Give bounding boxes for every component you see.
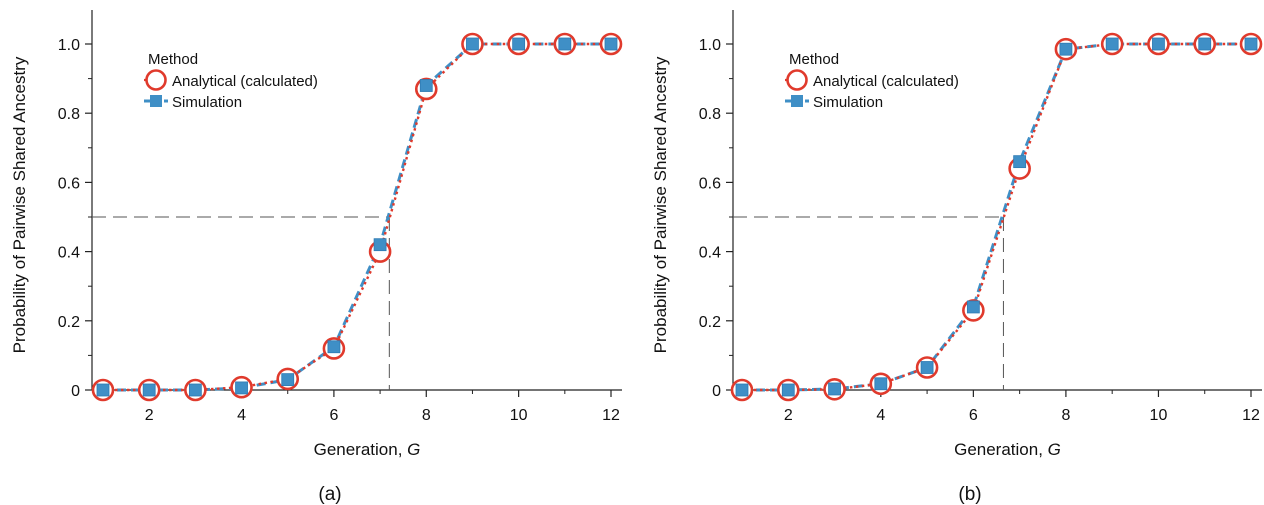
panel-label: (a) bbox=[318, 484, 341, 505]
legend-title: Method bbox=[148, 51, 198, 68]
data-point-simulation bbox=[327, 340, 341, 354]
x-tick-label: 12 bbox=[1242, 407, 1260, 424]
data-point-simulation bbox=[828, 382, 841, 396]
x-tick-label: 12 bbox=[602, 407, 620, 424]
data-point-simulation bbox=[1013, 155, 1027, 169]
y-tick-label: 0.4 bbox=[58, 245, 80, 262]
x-tick-label: 10 bbox=[1150, 407, 1168, 424]
data-point-simulation bbox=[1152, 37, 1165, 51]
legend-label-simulation: Simulation bbox=[813, 94, 883, 111]
data-point-simulation bbox=[1244, 37, 1258, 51]
data-point-simulation bbox=[235, 381, 248, 395]
data-point-simulation bbox=[874, 377, 888, 391]
data-point-simulation bbox=[781, 383, 795, 397]
data-point-simulation bbox=[512, 37, 526, 51]
data-point-simulation bbox=[558, 37, 572, 51]
data-point-simulation bbox=[735, 383, 749, 397]
x-tick-label: 2 bbox=[145, 407, 154, 424]
legend-title: Method bbox=[789, 51, 839, 68]
y-tick-label: 0.4 bbox=[699, 245, 721, 262]
y-tick-label: 0 bbox=[71, 383, 80, 400]
y-tick-label: 1.0 bbox=[699, 37, 721, 54]
y-tick-label: 0.2 bbox=[699, 314, 721, 331]
x-tick-label: 2 bbox=[784, 407, 793, 424]
legend-label-analytical: Analytical (calculated) bbox=[172, 73, 318, 90]
legend: Method Analytical (calculated) Simulation bbox=[785, 51, 959, 111]
legend-marker-analytical bbox=[786, 69, 808, 91]
data-point-simulation bbox=[142, 383, 156, 397]
y-tick-label: 0.8 bbox=[58, 106, 80, 123]
x-tick-label: 10 bbox=[510, 407, 528, 424]
y-tick-label: 0 bbox=[712, 383, 721, 400]
x-tick-label: 4 bbox=[237, 407, 246, 424]
y-tick-label: 1.0 bbox=[58, 37, 80, 54]
data-point-simulation bbox=[373, 238, 387, 252]
data-point-simulation bbox=[1105, 37, 1119, 51]
data-point-simulation bbox=[281, 373, 295, 387]
data-point-simulation bbox=[419, 79, 433, 92]
data-point-simulation bbox=[920, 361, 934, 374]
y-axis-label: Probability of Pairwise Shared Ancestry bbox=[651, 56, 670, 353]
data-point-simulation bbox=[1059, 42, 1073, 56]
y-tick-label: 0.2 bbox=[58, 314, 80, 331]
legend-label-analytical: Analytical (calculated) bbox=[813, 73, 959, 90]
legend-marker-analytical bbox=[145, 69, 167, 91]
chart-panel-a: 0 0.2 0.4 0.6 0.8 1.0 2 4 6 8 10 12 Probability of P… bbox=[10, 10, 623, 505]
legend: Method Analytical (calculated) Simulation bbox=[144, 51, 318, 111]
x-tick-label: 6 bbox=[329, 407, 338, 424]
legend-marker-simulation bbox=[791, 95, 803, 107]
x-tick-label: 8 bbox=[422, 407, 431, 424]
x-tick-label: 8 bbox=[1061, 407, 1070, 424]
legend-marker-simulation bbox=[150, 95, 162, 107]
data-point-simulation bbox=[188, 383, 202, 397]
x-axis-label: Generation, G bbox=[954, 440, 1061, 459]
y-tick-label: 0.6 bbox=[58, 175, 80, 192]
x-axis-label: Generation, G bbox=[314, 440, 421, 459]
data-point-simulation bbox=[966, 300, 980, 314]
data-point-simulation bbox=[466, 37, 479, 51]
data-point-simulation bbox=[604, 37, 618, 51]
x-tick-label: 6 bbox=[969, 407, 978, 424]
data-point-simulation bbox=[1198, 37, 1212, 51]
legend-label-simulation: Simulation bbox=[172, 94, 242, 111]
panel-label: (b) bbox=[958, 484, 981, 505]
y-tick-label: 0.6 bbox=[699, 175, 721, 192]
x-tick-label: 4 bbox=[876, 407, 885, 424]
data-point-simulation bbox=[96, 383, 110, 397]
y-axis-label: Probability of Pairwise Shared Ancestry bbox=[10, 56, 29, 353]
chart-panel-b: 0 0.2 0.4 0.6 0.8 1.0 2 4 6 8 10 12 Probability of P… bbox=[651, 10, 1263, 505]
y-tick-label: 0.8 bbox=[699, 106, 721, 123]
